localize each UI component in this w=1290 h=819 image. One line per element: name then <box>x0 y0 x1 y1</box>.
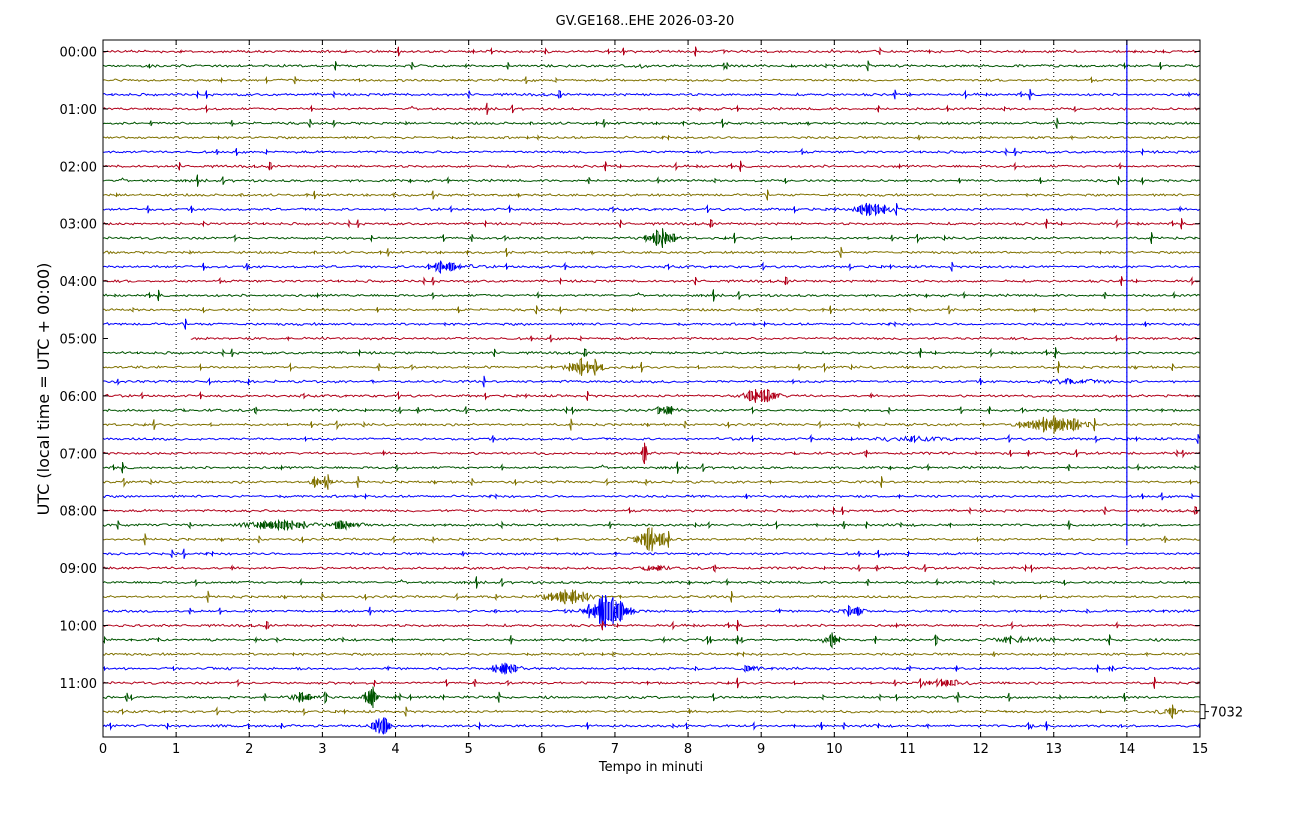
trace-41 <box>102 632 1200 649</box>
trace-21 <box>102 347 1200 359</box>
trace-34 <box>103 527 1200 552</box>
trace-8 <box>102 160 1200 172</box>
traces <box>102 40 1200 735</box>
x-tick-label: 10 <box>826 742 843 757</box>
trace-7 <box>103 147 1200 157</box>
trace-23 <box>102 375 1200 388</box>
y-tick-label: 02:00 <box>60 160 97 175</box>
x-tick-label: 11 <box>899 742 916 757</box>
trace-47 <box>102 717 1200 735</box>
x-tick-label: 9 <box>757 742 765 757</box>
trace-2 <box>102 75 1200 85</box>
trace-3 <box>102 88 1200 101</box>
x-tick-label: 1 <box>172 742 180 757</box>
trace-31 <box>102 492 1200 501</box>
scale-bar: 7032 <box>1200 704 1243 721</box>
x-tick-label: 8 <box>684 742 692 757</box>
trace-29 <box>102 461 1200 474</box>
trace-43 <box>102 662 1200 675</box>
x-tick-label: 4 <box>391 742 399 757</box>
trace-37 <box>102 576 1200 589</box>
y-axis-label: UTC (local time = UTC + 00:00) <box>34 263 53 516</box>
trace-25 <box>102 405 1200 416</box>
x-axis-label: Tempo in minuti <box>598 760 703 775</box>
trace-13 <box>102 228 1200 248</box>
trace-16 <box>102 276 1200 287</box>
trace-28 <box>102 442 1200 465</box>
trace-18 <box>103 305 1200 315</box>
trace-20 <box>190 334 1199 343</box>
trace-4 <box>102 102 1200 116</box>
trace-27 <box>102 433 1200 444</box>
y-tick-label: 05:00 <box>60 333 97 348</box>
trace-46 <box>102 704 1200 719</box>
x-tick-label: 2 <box>245 742 253 757</box>
trace-45 <box>102 686 1200 709</box>
y-tick-label: 09:00 <box>60 562 97 577</box>
trace-35 <box>102 548 1200 559</box>
trace-30 <box>102 474 1200 490</box>
x-tick-label: 7 <box>611 742 619 757</box>
trace-40 <box>102 619 1200 632</box>
trace-14 <box>102 246 1200 258</box>
y-tick-label: 03:00 <box>60 218 97 233</box>
x-tick-label: 6 <box>538 742 546 757</box>
y-tick-label: 00:00 <box>60 46 97 61</box>
trace-1 <box>102 60 1200 72</box>
y-axis: 00:00 01:00 02:00 03:00 04:00 05:00 06:00 07:00… <box>60 46 1200 692</box>
x-axis: 0 1 2 3 4 5 6 7 8 9 10 11 12 13 14 15 <box>99 40 1208 757</box>
trace-19 <box>102 318 1200 330</box>
y-tick-label: 04:00 <box>60 275 97 290</box>
x-tick-label: 5 <box>465 742 473 757</box>
plot-frame <box>102 39 1201 738</box>
trace-38 <box>102 589 1200 605</box>
trace-10 <box>102 189 1200 201</box>
grid <box>175 40 1128 737</box>
trace-42 <box>102 650 1200 658</box>
trace-5 <box>102 117 1200 129</box>
trace-24 <box>102 388 1200 403</box>
trace-6 <box>102 134 1200 141</box>
y-tick-label: 11:00 <box>60 677 97 692</box>
trace-12 <box>102 218 1200 230</box>
trace-15 <box>102 260 1200 275</box>
y-tick-label: 07:00 <box>60 447 97 462</box>
x-tick-label: 3 <box>318 742 326 757</box>
x-tick-label: 13 <box>1045 742 1062 757</box>
trace-32 <box>102 506 1200 516</box>
trace-36 <box>102 563 1200 574</box>
trace-17 <box>102 289 1200 302</box>
x-tick-label: 15 <box>1192 742 1209 757</box>
x-tick-label: 12 <box>972 742 989 757</box>
chart-title: GV.GE168..EHE 2026-03-20 <box>556 14 735 29</box>
trace-11 <box>102 202 1200 217</box>
trace-22 <box>102 357 1200 376</box>
y-tick-label: 06:00 <box>60 390 97 405</box>
x-tick-label: 0 <box>99 742 107 757</box>
trace-44 <box>102 676 1200 690</box>
trace-39 <box>102 595 1200 628</box>
trace-9 <box>102 174 1200 187</box>
trace-0 <box>102 46 1200 57</box>
trace-33 <box>102 518 1200 532</box>
y-tick-label: 10:00 <box>60 620 97 635</box>
y-tick-label: 01:00 <box>60 103 97 118</box>
scale-bracket <box>1200 704 1206 720</box>
x-tick-label: 14 <box>1119 742 1136 757</box>
scale-label: 7032 <box>1210 706 1243 721</box>
trace-26 <box>102 415 1200 435</box>
y-tick-label: 08:00 <box>60 505 97 520</box>
